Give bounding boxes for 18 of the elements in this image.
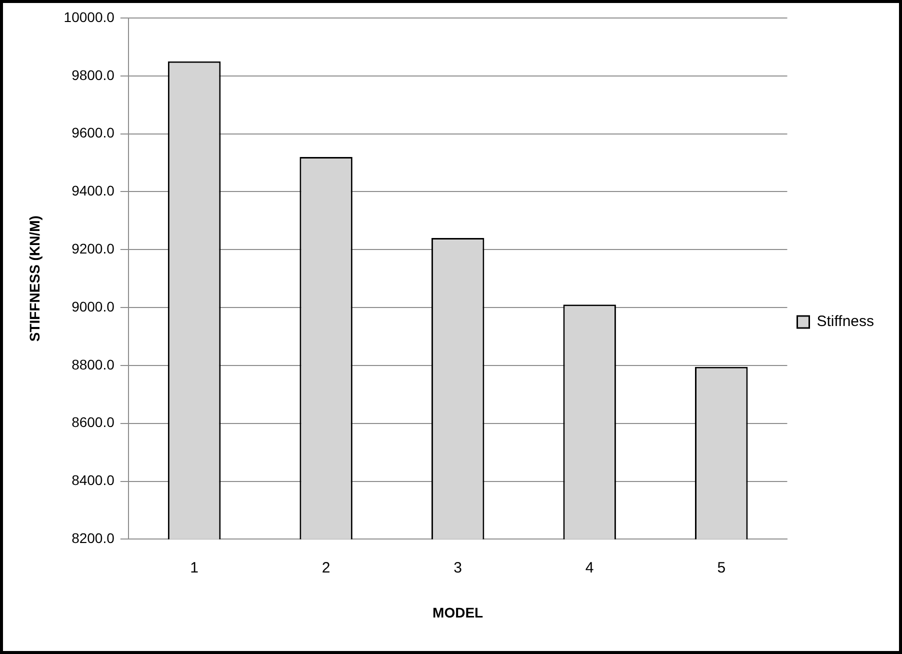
y-tick-label: 9200.0 xyxy=(72,240,115,257)
x-tick-label: 4 xyxy=(585,559,594,576)
x-tick-label: 1 xyxy=(190,559,198,576)
x-tick-label: 5 xyxy=(717,559,726,576)
y-tick-label: 8400.0 xyxy=(72,472,115,488)
y-tick-label: 8200.0 xyxy=(72,530,115,546)
y-tick-label: 8800.0 xyxy=(72,356,115,372)
y-tick-label: 9600.0 xyxy=(72,124,115,141)
x-tick-label: 2 xyxy=(322,559,330,576)
x-axis-title: MODEL xyxy=(432,604,484,620)
x-tick-label: 3 xyxy=(454,559,462,576)
y-tick-label: 9400.0 xyxy=(72,182,115,199)
y-tick-label: 8600.0 xyxy=(72,414,115,430)
y-tick-label: 10000.0 xyxy=(64,8,115,25)
y-tick-label: 9800.0 xyxy=(72,66,115,83)
legend-label: Stiffness xyxy=(816,313,874,330)
y-tick-label: 9000.0 xyxy=(72,298,115,314)
y-axis-title: STIFFNESS (KN/M) xyxy=(26,216,42,342)
